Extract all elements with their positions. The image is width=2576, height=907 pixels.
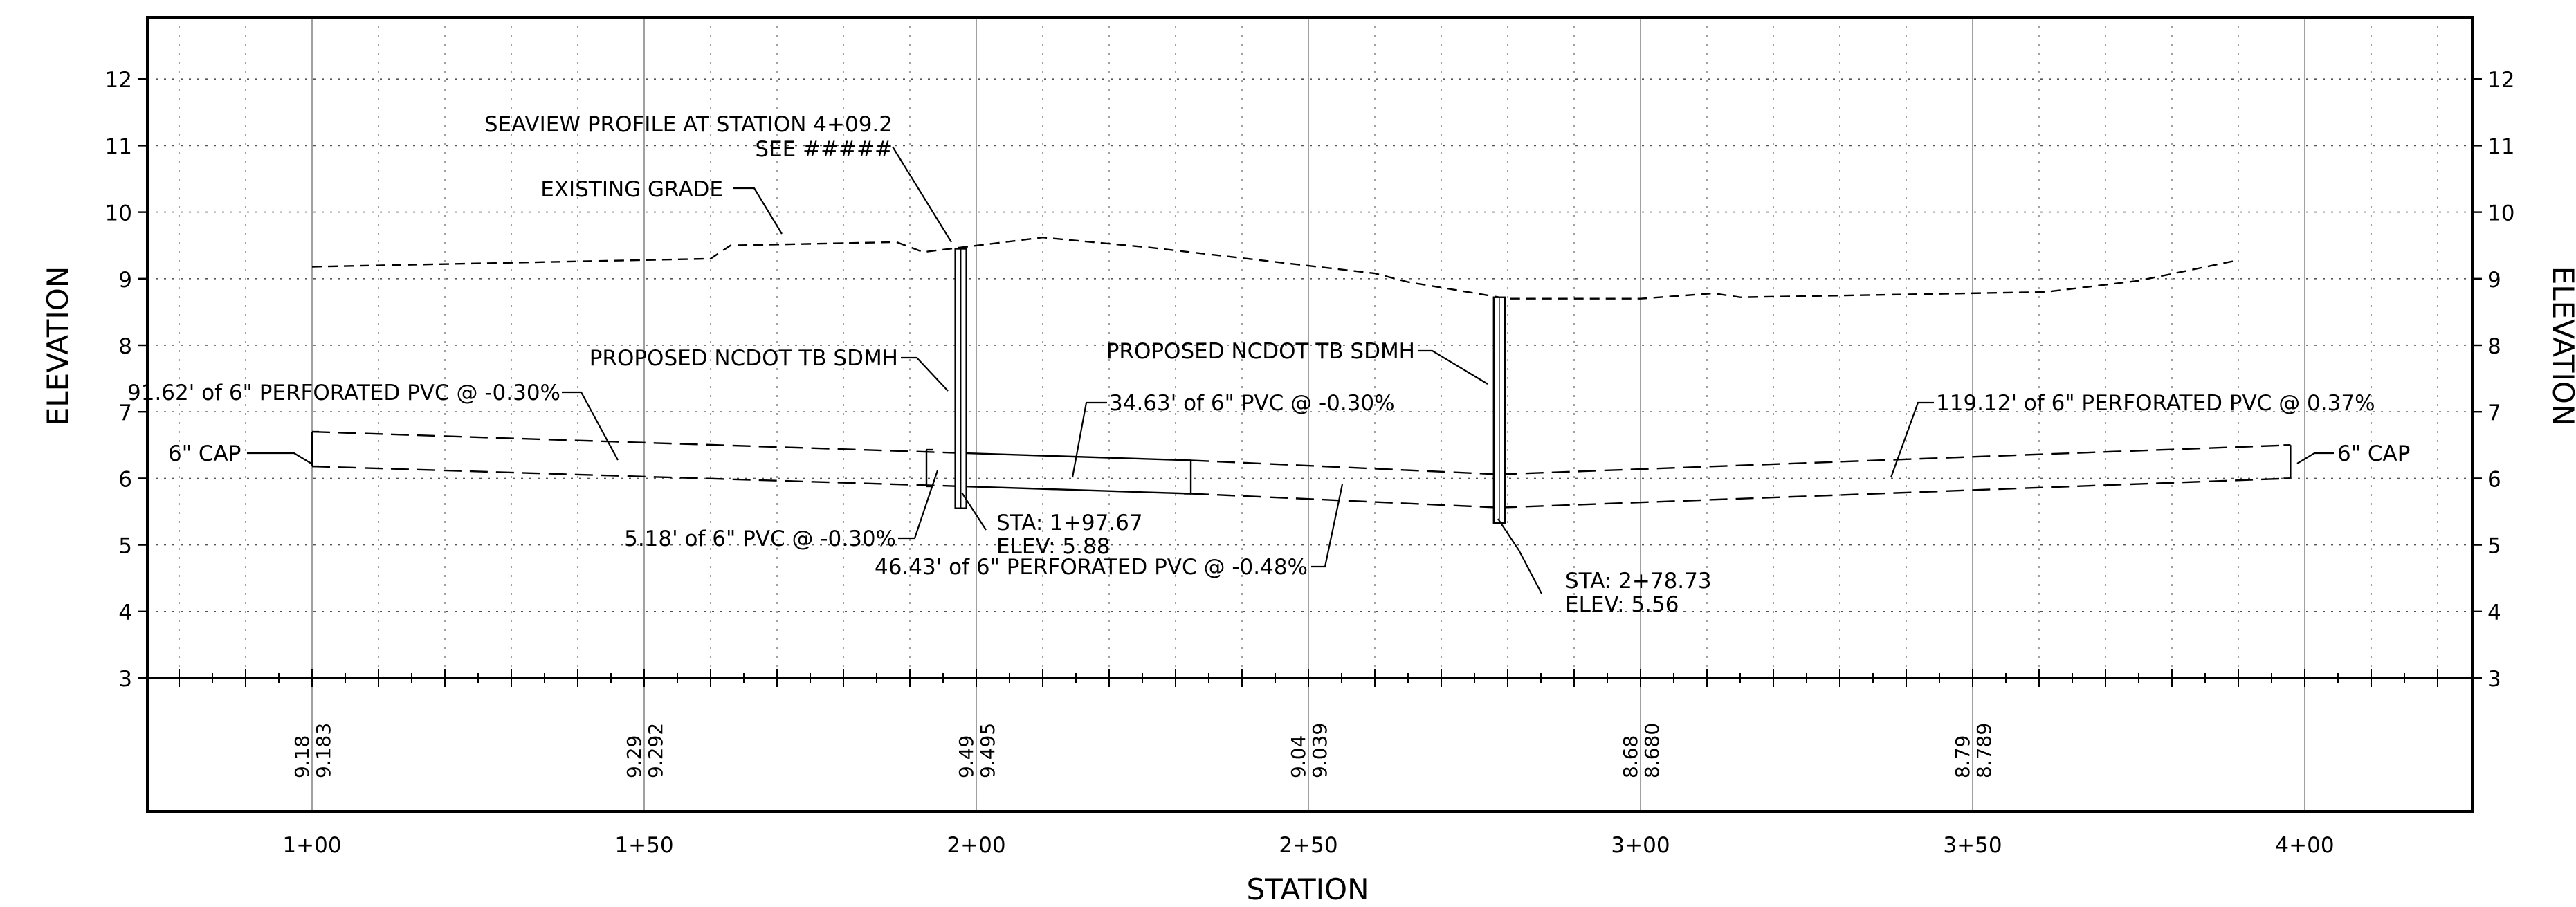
y-tick-label-right: 6	[2487, 467, 2501, 492]
leader-seaview	[892, 146, 952, 243]
leader-sdmh-2	[1418, 349, 1488, 385]
y-tick-label-left: 4	[118, 601, 132, 625]
pipe-5-label: 5.18' of 6" PVC @ -0.30%	[624, 526, 896, 551]
pipe-line	[1499, 444, 2291, 475]
band-proposed-2: 9.292	[644, 723, 667, 778]
leader-sta-1	[961, 492, 987, 531]
cap-right-label: 6" CAP	[2337, 441, 2410, 466]
x-tick-label: 1+00	[282, 833, 341, 858]
band-existing-2: 9.29	[623, 735, 646, 778]
sdmh-1-label: PROPOSED NCDOT TB SDMH	[590, 346, 898, 371]
band-proposed-4: 9.039	[1308, 723, 1331, 778]
band-existing-1: 9.18	[291, 735, 313, 778]
x-tick-label: 2+50	[1279, 833, 1337, 858]
y-tick-label-left: 11	[105, 134, 132, 159]
x-tick-label: 3+00	[1611, 833, 1670, 858]
pipe-line-solid	[960, 485, 1191, 495]
y-tick-label-right: 3	[2487, 667, 2501, 692]
seaview-label-line1: SEAVIEW PROFILE AT STATION 4+09.2	[484, 112, 893, 137]
band-existing-5: 8.68	[1619, 735, 1642, 778]
sta-2-line1: STA: 2+78.73	[1565, 569, 1712, 594]
y-tick-label-right: 4	[2487, 601, 2501, 625]
y-tick-label-left: 12	[105, 68, 132, 93]
y-tick-label-right: 7	[2487, 401, 2501, 425]
leader-pipe-5	[898, 470, 939, 540]
band-proposed-3: 9.495	[976, 723, 999, 778]
pipe-line	[311, 465, 961, 488]
y-tick-label-left: 10	[105, 201, 132, 226]
band-existing-4: 9.04	[1287, 735, 1310, 778]
elevation-band: 9.18 9.183 9.29 9.292 9.49 9.495 9.04 9.…	[291, 723, 1995, 778]
leader-cap-right	[2296, 452, 2334, 464]
x-axis-title: STATION	[1246, 872, 1369, 906]
y-axis-title-right: ELEVATION	[2546, 266, 2576, 426]
leader-pipe-91	[562, 391, 619, 461]
leader-existing-grade	[733, 187, 783, 235]
leader-pipe-34	[1071, 401, 1107, 478]
leader-cap-left	[247, 452, 312, 464]
y-tick-label-left: 3	[118, 667, 132, 692]
pipe-91-label: 91.62' of 6" PERFORATED PVC @ -0.30%	[127, 381, 560, 405]
leader-pipe-119	[1890, 401, 1934, 478]
y-tick-label-right: 8	[2487, 334, 2501, 359]
band-proposed-5: 8.680	[1641, 723, 1663, 778]
leader-lines	[247, 146, 2334, 594]
band-proposed-6: 8.789	[1973, 723, 1995, 778]
pipe-line	[1191, 459, 1499, 475]
band-proposed-1: 9.183	[312, 723, 335, 778]
y-axis-title-left: ELEVATION	[41, 266, 75, 426]
x-tick-label: 4+00	[2275, 833, 2334, 858]
y-tick-label-right: 9	[2487, 268, 2501, 293]
x-tick-label: 3+50	[1943, 833, 2002, 858]
y-tick-label-left: 7	[118, 401, 132, 425]
profile-lines	[311, 236, 2291, 509]
pipe-46-label: 46.43' of 6" PERFORATED PVC @ -0.48%	[875, 555, 1308, 580]
structures	[311, 248, 2292, 524]
y-tick-label-left: 5	[118, 534, 132, 559]
y-tick-label-right: 12	[2487, 68, 2514, 93]
pipe-119-label: 119.12' of 6" PERFORATED PVC @ 0.37%	[1936, 391, 2375, 416]
pipe-line	[311, 430, 961, 454]
existing-grade-label: EXISTING GRADE	[540, 177, 723, 202]
x-tick-label: 2+00	[947, 833, 1005, 858]
x-tick-label: 1+50	[614, 833, 673, 858]
leader-sta-2	[1497, 518, 1542, 594]
sta-2-line2: ELEV: 5.56	[1565, 592, 1679, 617]
band-existing-6: 8.79	[1951, 735, 1974, 778]
y-tick-label-right: 10	[2487, 201, 2514, 226]
pipe-line	[1499, 477, 2291, 509]
sta-1-line2: ELEV: 5.88	[996, 534, 1110, 559]
leader-sdmh-1	[901, 356, 949, 392]
pipe-34-label: 34.63' of 6" PVC @ -0.30%	[1109, 391, 1395, 416]
existing-grade-line	[311, 236, 2239, 300]
y-tick-label-left: 9	[118, 268, 132, 293]
plot-frame	[146, 16, 2474, 813]
leader-pipe-46	[1311, 484, 1344, 568]
y-tick-label-left: 8	[118, 334, 132, 359]
sta-1-line1: STA: 1+97.67	[996, 511, 1143, 535]
sdmh-2-label: PROPOSED NCDOT TB SDMH	[1106, 339, 1415, 364]
pipe-line	[1191, 493, 1499, 509]
cap-left-label: 6" CAP	[168, 441, 241, 466]
y-tick-label-right: 11	[2487, 134, 2514, 159]
band-existing-3: 9.49	[955, 735, 978, 778]
seaview-label-line2: SEE #####	[755, 137, 893, 162]
axis-ticks: 12 12 11 11 10 10 9 9 8 8 7 7 6 6 5 5 4 4 3 3 1+00 1+50 2+00 2+…	[105, 68, 2515, 858]
y-tick-label-left: 6	[118, 467, 132, 492]
y-tick-label-right: 5	[2487, 534, 2501, 559]
